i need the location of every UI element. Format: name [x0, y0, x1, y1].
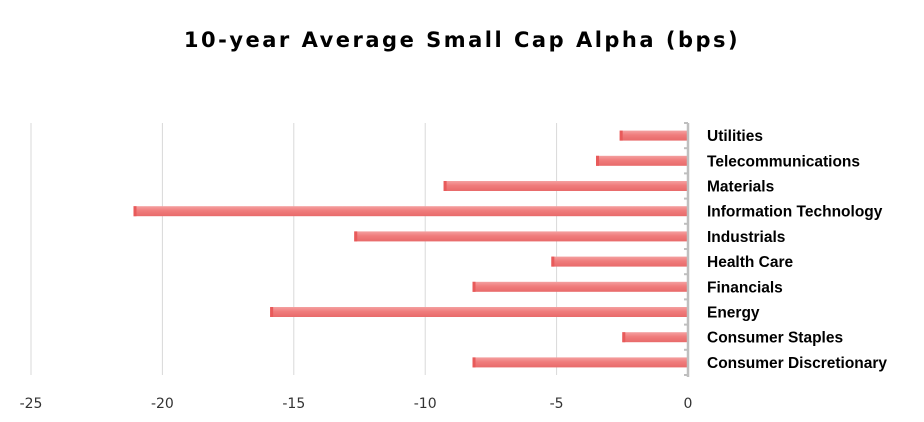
- category-label: Energy: [707, 305, 760, 322]
- bar: [596, 155, 688, 166]
- x-tick-label: -20: [151, 396, 174, 412]
- bar-end: [551, 256, 555, 267]
- bar: [270, 307, 688, 317]
- category-label: Financials: [707, 279, 783, 296]
- bar-end: [133, 206, 137, 217]
- category-label: Materials: [707, 179, 774, 196]
- bar-layer: [133, 130, 688, 368]
- category-label: Consumer Discretionary: [707, 355, 887, 372]
- axis-layer: [684, 122, 690, 377]
- category-label: Utilities: [707, 128, 763, 145]
- bar-end: [443, 181, 447, 191]
- category-label: Consumer Staples: [707, 330, 843, 347]
- bar: [622, 332, 688, 343]
- bar: [619, 130, 688, 141]
- category-label: Industrials: [707, 229, 785, 246]
- tick-layer: -25 -20 -15 -10 -5 0: [20, 396, 693, 412]
- bar-end: [596, 155, 600, 166]
- label-layer: Utilities Telecommunications Materials Info…: [707, 128, 887, 372]
- bar: [354, 231, 688, 242]
- x-tick-label: -10: [414, 396, 437, 412]
- bar: [472, 281, 688, 292]
- bar-end: [354, 231, 358, 242]
- bar-end: [472, 357, 476, 368]
- x-tick-label: -5: [550, 396, 564, 412]
- category-label: Health Care: [707, 254, 794, 271]
- bar-end: [270, 307, 274, 317]
- grid-layer: [30, 123, 558, 375]
- x-tick-label: -15: [282, 396, 305, 412]
- bar: [472, 357, 688, 368]
- bar: [133, 206, 688, 217]
- bar-end: [622, 332, 626, 343]
- bar-end: [472, 281, 476, 292]
- x-tick-label: -25: [20, 396, 43, 412]
- bar: [443, 181, 688, 191]
- x-tick-label: 0: [684, 396, 693, 412]
- category-label: Telecommunications: [707, 153, 860, 170]
- category-label: Information Technology: [707, 204, 883, 221]
- bar: [551, 256, 688, 267]
- chart-title: 10-year Average Small Cap Alpha (bps): [184, 28, 740, 52]
- bar-end: [619, 130, 623, 141]
